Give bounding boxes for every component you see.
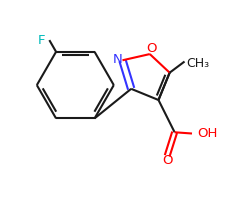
Text: F: F	[38, 34, 46, 47]
Text: CH₃: CH₃	[186, 57, 210, 70]
Text: OH: OH	[197, 127, 217, 140]
Text: N: N	[113, 53, 123, 66]
Text: O: O	[146, 42, 156, 55]
Text: O: O	[162, 154, 172, 167]
